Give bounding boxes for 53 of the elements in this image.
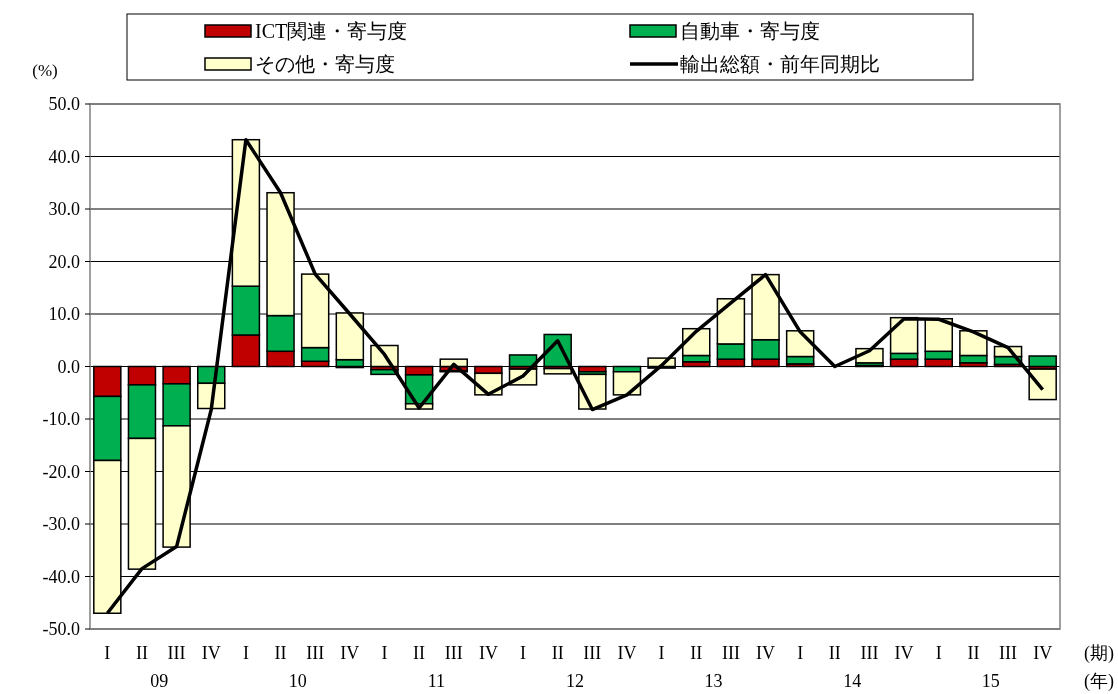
x-tick-label: II <box>551 643 564 663</box>
x-tick-label: III <box>167 643 186 663</box>
x-tick-label: IV <box>756 643 776 663</box>
y-tick-label: 0.0 <box>57 356 80 377</box>
x-tick-label: I <box>520 643 527 663</box>
x-tick-label: IV <box>1033 643 1053 663</box>
x-tick-label: III <box>444 643 463 663</box>
y-tick-label: 50.0 <box>48 94 80 115</box>
x-tick-label: II <box>690 643 703 663</box>
legend-label: 輸出総額・前年同期比 <box>680 53 880 75</box>
y-tick-label: 20.0 <box>48 251 80 272</box>
x-tick-label: III <box>306 643 325 663</box>
y-tick-label: -30.0 <box>42 514 80 535</box>
x-tick-label: I <box>797 643 804 663</box>
text: 10 <box>288 671 307 691</box>
x-tick-label: IV <box>201 643 221 663</box>
text: 14 <box>843 671 862 691</box>
x-tick-label: IV <box>894 643 914 663</box>
x-tick-label: I <box>658 643 665 663</box>
x-tick-label: II <box>135 643 148 663</box>
x-axis-title: (期) <box>1084 643 1114 664</box>
y-axis-title: (%) <box>32 61 58 80</box>
x-tick-label: II <box>413 643 426 663</box>
y-tick-label: -10.0 <box>42 409 80 430</box>
text: (年) <box>1084 671 1114 692</box>
legend-label: その他・寄与度 <box>255 53 395 75</box>
text: 13 <box>704 671 723 691</box>
y-tick-label: 30.0 <box>48 199 80 220</box>
x-tick-label: I <box>935 643 942 663</box>
text: 12 <box>566 671 584 691</box>
x-tick-label: I <box>242 643 249 663</box>
text: 15 <box>981 671 1000 691</box>
y-tick-label: -50.0 <box>42 619 80 640</box>
x-tick-label: II <box>828 643 841 663</box>
legend-label: ICT関連・寄与度 <box>255 20 408 42</box>
x-tick-label: I <box>104 643 111 663</box>
y-tick-label: 10.0 <box>48 304 80 325</box>
x-tick-label: IV <box>478 643 498 663</box>
x-tick-label: III <box>860 643 879 663</box>
legend-label: 自動車・寄与度 <box>680 20 820 42</box>
x-tick-label: II <box>967 643 980 663</box>
x-tick-label: IV <box>617 643 637 663</box>
text: 09 <box>150 671 169 691</box>
x-tick-label: III <box>999 643 1018 663</box>
x-tick-label: III <box>583 643 602 663</box>
y-tick-label: -20.0 <box>42 461 80 482</box>
x-tick-label: IV <box>340 643 360 663</box>
y-tick-label: 40.0 <box>48 146 80 167</box>
x-tick-label: I <box>381 643 388 663</box>
x-tick-label: III <box>721 643 740 663</box>
text: 11 <box>427 671 446 691</box>
x-tick-label: II <box>274 643 287 663</box>
y-tick-label: -40.0 <box>42 566 80 587</box>
